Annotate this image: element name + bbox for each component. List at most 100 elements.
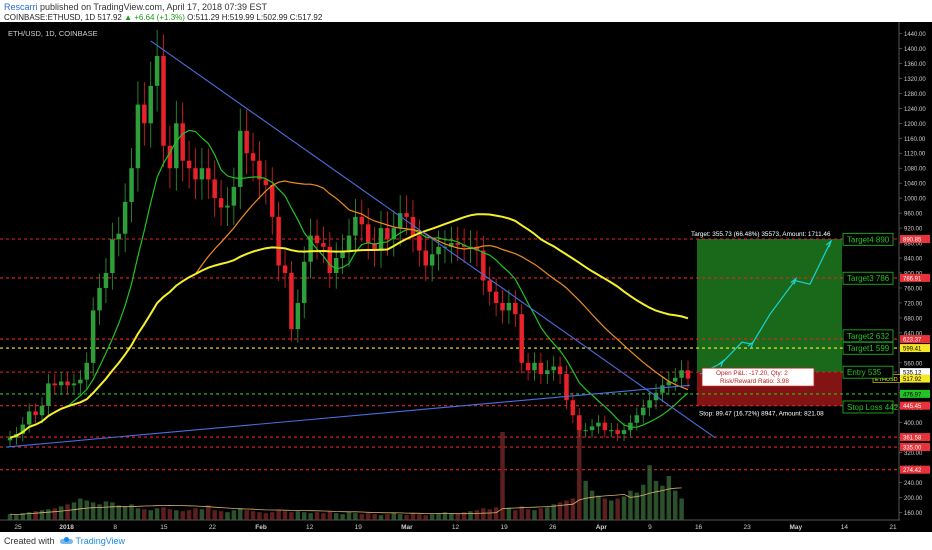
stop-info-text: Stop: 89.47 (16.72%) 8947, Amount: 821.0… — [699, 411, 824, 418]
y-tick-label: 240.00 — [904, 481, 923, 487]
candle-body — [397, 213, 403, 229]
volume-bar — [58, 506, 64, 520]
candle-body — [295, 302, 301, 330]
author-link[interactable]: Rescarri — [4, 2, 38, 12]
price-label-box — [900, 465, 930, 474]
x-tick-label: 15 — [160, 524, 168, 531]
footer: Created with TradingView — [4, 536, 125, 546]
y-tick-label: 200.00 — [904, 496, 923, 502]
volume-bar — [615, 498, 620, 520]
candle-body — [557, 366, 563, 375]
candle-body — [525, 362, 531, 371]
volume-bar — [519, 506, 524, 520]
volume-bar — [449, 513, 454, 520]
volume-bar — [174, 510, 179, 520]
candle-body — [500, 302, 505, 311]
y-tick-label: 1120.00 — [904, 152, 926, 158]
x-tick-label: 12 — [452, 524, 460, 531]
volume-bar — [468, 511, 473, 520]
price-label-box — [900, 389, 930, 398]
x-tick-label: 12 — [306, 524, 314, 531]
x-tick-label: 16 — [695, 524, 703, 531]
candle-body — [532, 362, 537, 371]
candle-body — [97, 287, 102, 311]
x-tick-label: Mar — [401, 524, 413, 531]
arrow-head — [717, 359, 725, 368]
volume-bar — [14, 515, 19, 520]
volume-bar — [225, 512, 230, 520]
volume-bar — [7, 514, 13, 520]
candle-body — [71, 383, 77, 386]
price-label-box — [900, 401, 930, 410]
candle-body — [78, 379, 83, 384]
candle-body — [481, 250, 486, 281]
candle-body — [577, 415, 582, 431]
candle-body — [609, 430, 614, 432]
arrow-head — [790, 276, 798, 285]
candle-body — [410, 216, 416, 236]
candle-body — [570, 400, 576, 416]
x-tick-label: May — [789, 524, 802, 531]
y-tick-label: 680.00 — [904, 316, 923, 322]
y-tick-label: 1280.00 — [904, 92, 926, 98]
volume-bar — [295, 511, 301, 520]
x-tick-label: 19 — [355, 524, 363, 531]
volume-bar — [410, 513, 416, 520]
volume-bar — [493, 507, 499, 520]
x-tick-label: 25 — [14, 524, 22, 531]
y-tick-label: 1440.00 — [904, 32, 926, 38]
volume-bar — [135, 508, 141, 520]
volume-bar — [666, 475, 672, 520]
candle-body — [52, 383, 58, 386]
candle-body — [301, 261, 307, 303]
y-tick-label: 960.00 — [904, 212, 923, 218]
downtrend-line — [150, 40, 716, 439]
candle-body — [84, 362, 89, 380]
volume-bar — [206, 505, 211, 520]
y-tick-label: 1360.00 — [904, 62, 926, 68]
arrow-head — [747, 340, 755, 349]
candle-body — [33, 411, 38, 416]
volume-bar — [481, 508, 486, 520]
y-tick-label: 1000.00 — [904, 197, 926, 203]
y-tick-label: 1200.00 — [904, 122, 926, 128]
volume-bar — [148, 510, 153, 520]
projection-path — [699, 242, 831, 375]
price-label-box — [900, 344, 930, 353]
volume-bar — [270, 512, 275, 520]
ma-fast-line — [9, 129, 689, 439]
volume-bar — [340, 514, 345, 520]
candle-body — [353, 216, 358, 236]
candle-body — [103, 273, 109, 288]
tradingview-logo-icon — [59, 536, 73, 546]
target-label-text: Target3 786 — [847, 274, 890, 283]
volume-bar — [378, 515, 384, 520]
candle-body — [583, 430, 588, 432]
volume-bar — [97, 504, 102, 520]
volume-bar — [570, 498, 576, 520]
tradingview-brand[interactable]: TradingView — [59, 536, 125, 546]
symbol-tag-text: ETHUSD — [875, 377, 898, 383]
price-label-text: 476.97 — [903, 392, 922, 398]
price-label-box — [900, 368, 930, 377]
x-tick-label: 14 — [841, 524, 849, 531]
candle-body — [506, 302, 512, 311]
candle-body — [647, 400, 652, 408]
candle-body — [685, 370, 691, 379]
volume-bar — [301, 512, 307, 520]
x-tick-label: 21 — [889, 524, 897, 531]
volume-bar — [129, 504, 134, 520]
candle-body — [628, 422, 633, 431]
candle-body — [186, 160, 192, 169]
volume-bar — [621, 496, 627, 520]
volume-bar — [429, 514, 435, 520]
price-chart[interactable]: ETH/USD, 1D, COINBASE Target: 355.73 (66.… — [0, 22, 932, 532]
x-tick-label: 22 — [209, 524, 217, 531]
arrow-head — [825, 239, 833, 248]
target-label-text: Stop Loss 442 — [847, 403, 899, 412]
candle-body — [250, 153, 256, 161]
volume-bar — [679, 498, 684, 520]
price-label-box — [900, 443, 930, 452]
price-label-text: 445.45 — [903, 404, 922, 410]
price-label-text: 517.92 — [903, 377, 922, 383]
